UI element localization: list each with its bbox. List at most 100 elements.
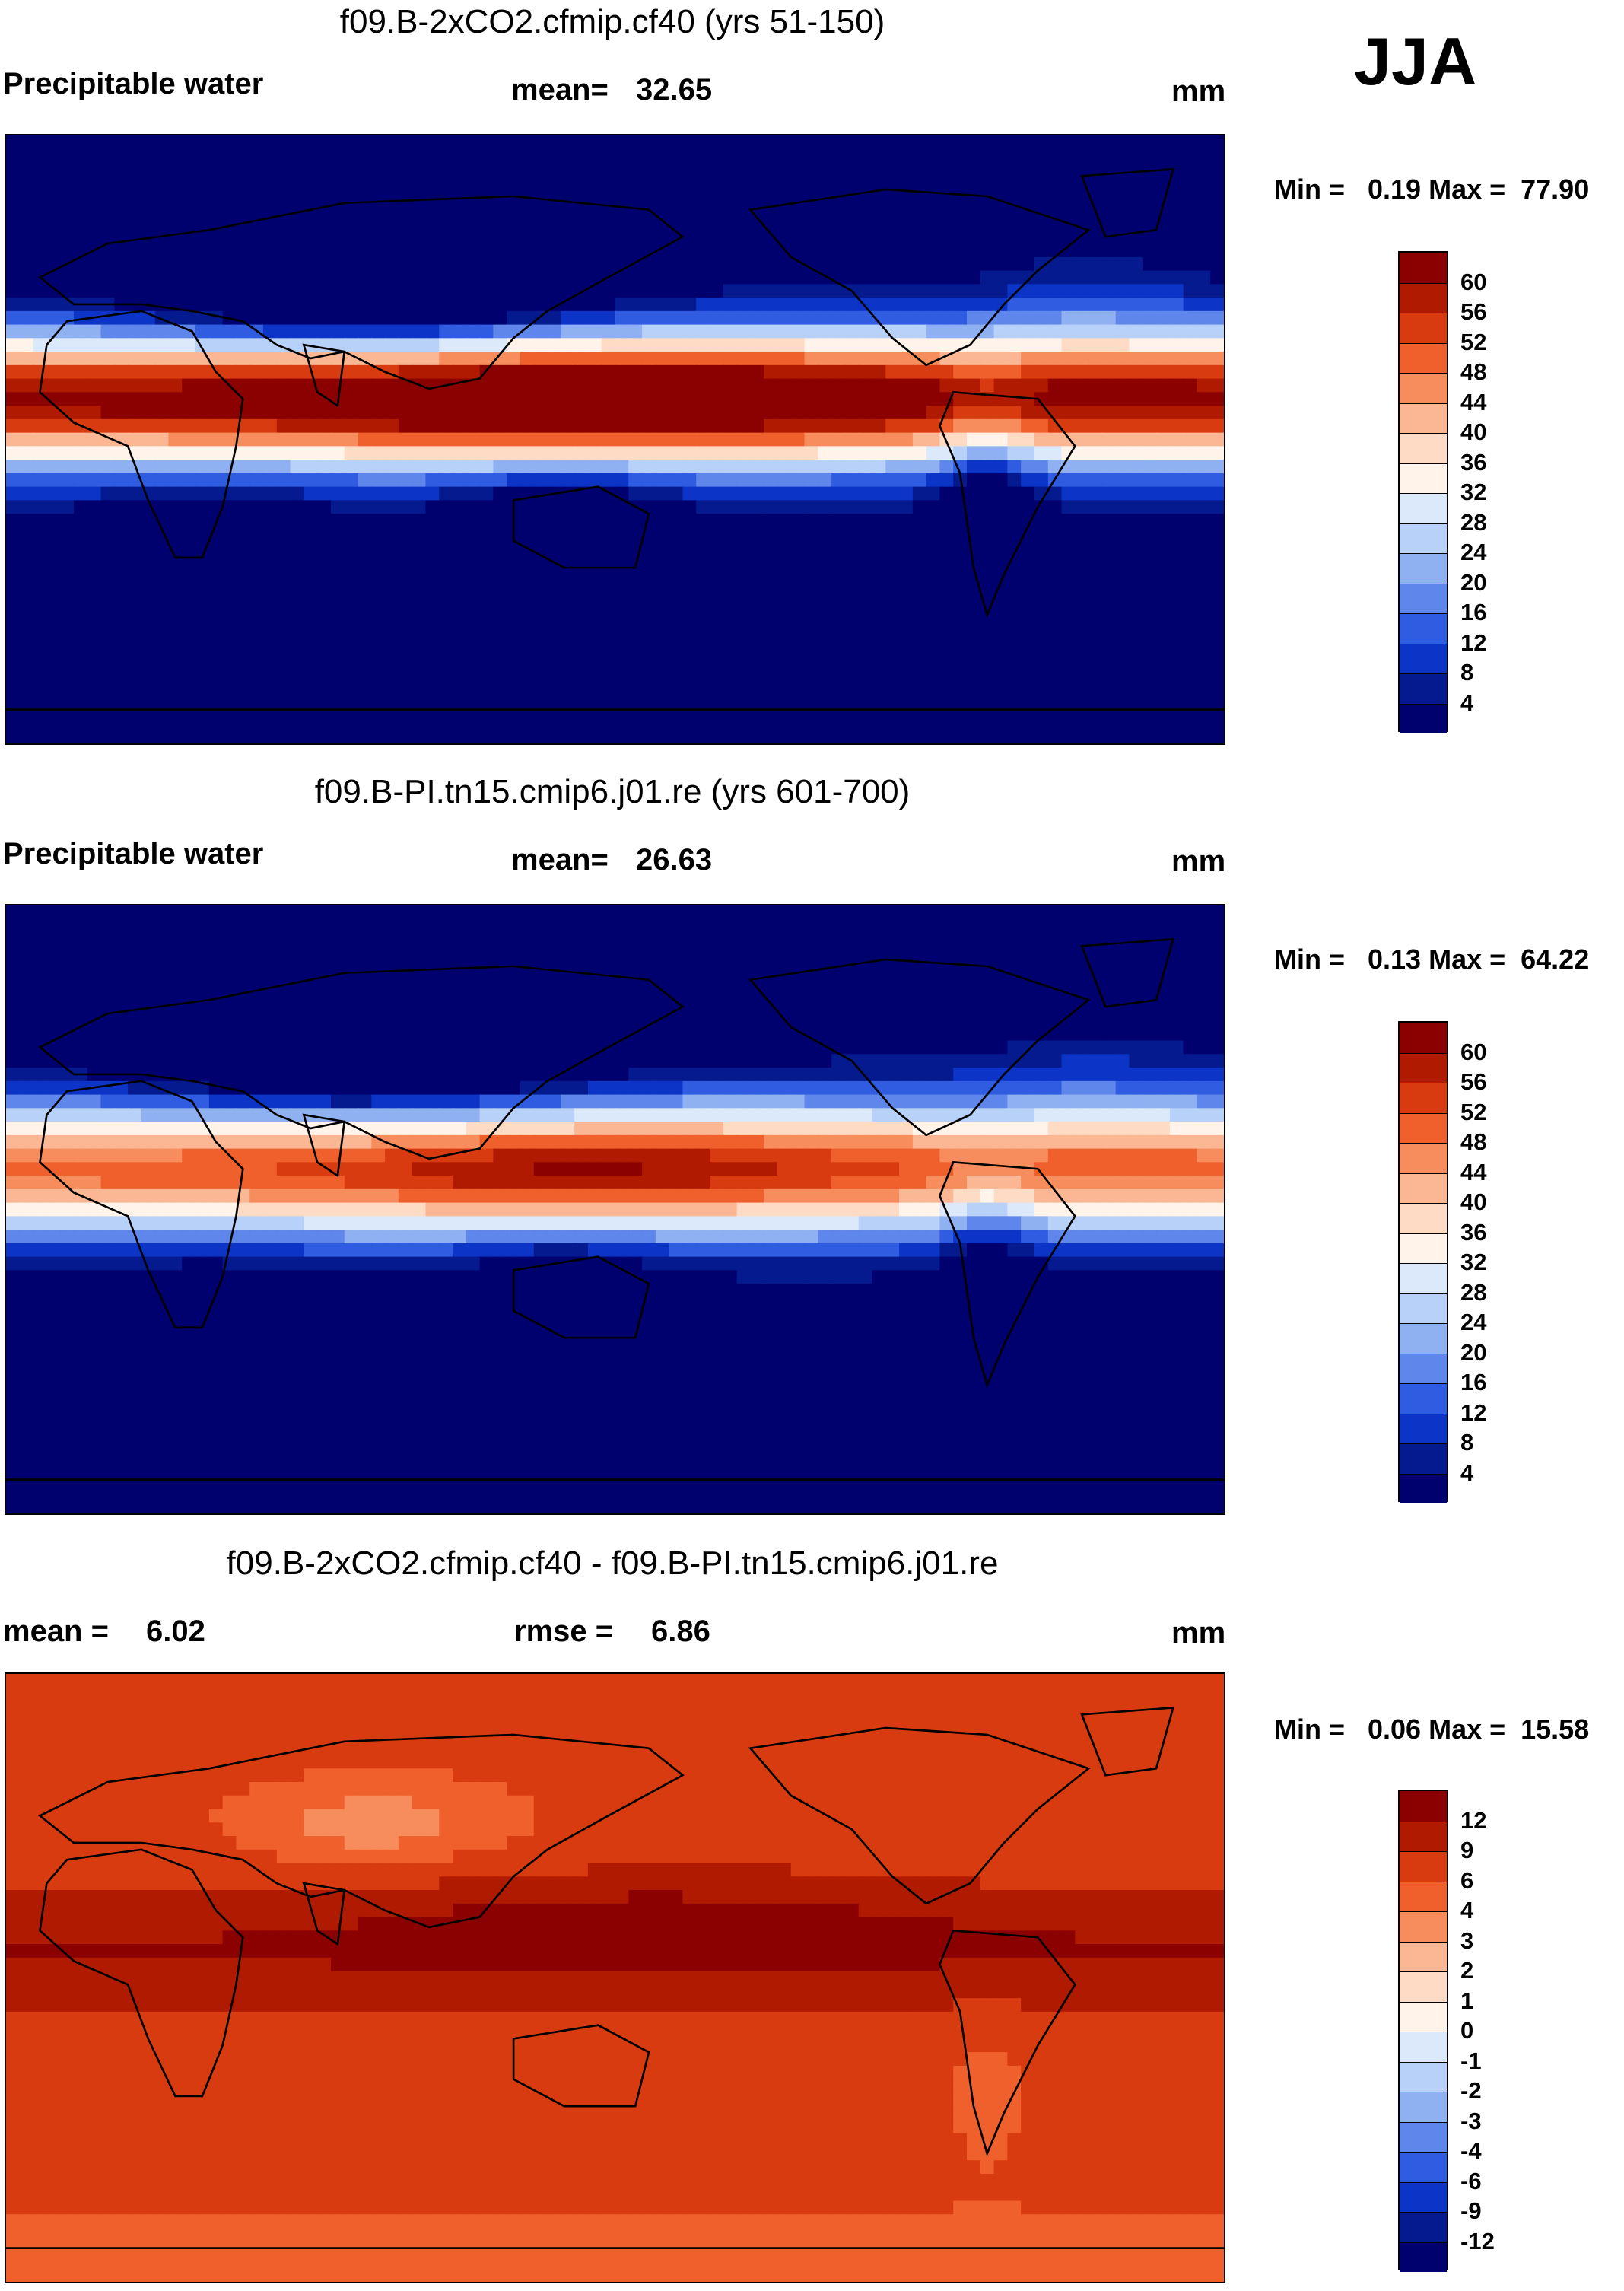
contour-cell [723, 446, 738, 461]
contour-cell [710, 594, 725, 609]
contour-cell [764, 176, 779, 191]
contour-cell [73, 148, 89, 164]
contour-cell [1115, 256, 1130, 272]
contour-cell [615, 216, 630, 231]
contour-cell [208, 270, 224, 285]
contour-cell [764, 378, 779, 393]
contour-cell [398, 446, 414, 461]
contour-cell [439, 432, 454, 447]
contour-cell [1061, 176, 1076, 191]
contour-cell [1210, 432, 1224, 447]
contour-cell [899, 148, 914, 164]
contour-cell [912, 594, 927, 609]
contour-cell [1156, 406, 1171, 421]
contour-cell [195, 972, 211, 988]
contour-cell [669, 622, 684, 637]
contour-cell [939, 270, 955, 285]
contour-cell [696, 392, 711, 407]
contour-cell [128, 662, 143, 677]
contour-cell [222, 230, 237, 245]
contour-cell [655, 662, 670, 677]
contour-cell [398, 959, 414, 975]
contour-cell [561, 730, 576, 743]
contour-cell [344, 324, 359, 339]
contour-cell [344, 676, 359, 691]
contour-cell [899, 527, 914, 542]
contour-cell [317, 135, 332, 151]
contour-cell [696, 635, 711, 651]
contour-cell [993, 338, 1009, 353]
contour-cell [1101, 176, 1117, 191]
contour-cell [1075, 486, 1090, 501]
contour-cell [1143, 338, 1158, 353]
contour-cell [358, 959, 373, 975]
contour-cell [587, 162, 603, 177]
contour-cell [561, 486, 576, 501]
contour-cell [1143, 378, 1158, 393]
contour-cell [1197, 540, 1212, 555]
contour-cell [899, 418, 914, 434]
contour-cell [764, 608, 779, 623]
contour-cell [19, 230, 34, 245]
contour-cell [1007, 730, 1022, 743]
contour-cell [46, 162, 62, 177]
contour-cell [926, 635, 941, 651]
contour-cell [304, 460, 319, 475]
contour-cell [479, 946, 494, 961]
contour-cell [87, 460, 102, 475]
contour-cell [439, 581, 454, 597]
contour-cell [439, 554, 454, 569]
contour-cell [1101, 514, 1117, 529]
contour-cell [73, 918, 89, 934]
contour-cell [73, 635, 89, 651]
contour-cell [87, 162, 102, 177]
contour-cell [371, 418, 386, 434]
contour-cell [1156, 284, 1171, 299]
contour-cell [398, 568, 414, 583]
contour-cell [1101, 216, 1117, 231]
contour-cell [655, 284, 670, 299]
contour-cell [466, 243, 481, 259]
contour-cell [750, 905, 765, 921]
contour-cell [262, 568, 278, 583]
contour-cell [168, 527, 183, 542]
contour-cell [453, 243, 468, 259]
contour-cell [574, 298, 590, 313]
contour-cell [885, 1000, 901, 1015]
contour-cell [1210, 216, 1224, 231]
contour-cell [262, 135, 278, 151]
contour-cell [1101, 148, 1117, 164]
contour-cell [412, 202, 427, 218]
contour-cell [249, 135, 265, 151]
contour-cell [358, 338, 373, 353]
contour-cell [1034, 418, 1050, 434]
contour-cell [493, 243, 508, 259]
contour-cell [1101, 284, 1117, 299]
contour-cell [777, 432, 793, 447]
contour-cell [1210, 932, 1224, 947]
contour-cell [764, 932, 779, 947]
contour-cell [168, 256, 183, 272]
contour-cell [1007, 905, 1022, 921]
contour-cell [669, 446, 684, 461]
contour-cell [628, 972, 644, 988]
contour-cell [439, 352, 454, 367]
contour-cell [6, 310, 21, 326]
contour-cell [330, 959, 346, 975]
contour-cell [872, 918, 887, 934]
contour-cell [980, 554, 995, 569]
contour-cell [547, 716, 562, 731]
contour-cell [1021, 324, 1036, 339]
contour-cell [425, 378, 440, 393]
contour-cell [587, 324, 603, 339]
contour-cell [290, 648, 305, 663]
contour-cell [980, 446, 995, 461]
contour-cell [290, 392, 305, 407]
contour-cell [236, 730, 251, 743]
contour-cell [1115, 189, 1130, 205]
contour-cell [317, 568, 332, 583]
contour-cell [967, 1026, 982, 1042]
contour-cell [655, 608, 670, 623]
contour-cell [249, 270, 265, 285]
contour-cell [290, 540, 305, 555]
